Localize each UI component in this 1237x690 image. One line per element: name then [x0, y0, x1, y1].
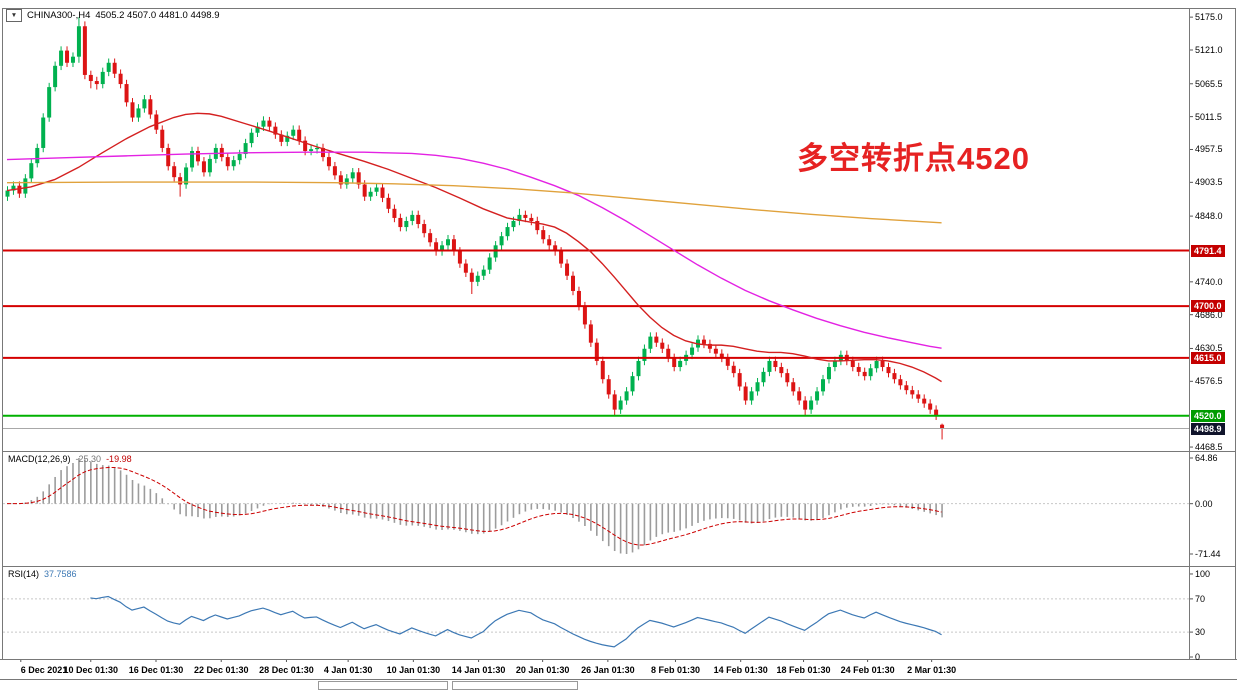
chart-dropdown-button[interactable]: ▼ — [6, 9, 22, 22]
chart-annotation: 多空转折点4520 — [797, 141, 1030, 176]
rsi-value: 37.7586 — [44, 569, 77, 579]
ma-slow-orange — [6, 181, 942, 224]
macd-name: MACD(12,26,9) — [8, 454, 71, 464]
time-scale[interactable] — [0, 660, 1189, 679]
rsi-label: RSI(14) 37.7586 — [8, 569, 77, 579]
ma-fast-red — [6, 112, 942, 383]
ma-mid-magenta — [6, 151, 942, 349]
macd-value: -25.30 — [75, 454, 102, 464]
bottom-panel-box-2[interactable] — [452, 681, 578, 690]
chevron-down-icon: ▼ — [10, 12, 18, 19]
ohlc-values: 4505.2 4507.0 4481.0 4498.9 — [95, 10, 220, 21]
rsi-name: RSI(14) — [8, 569, 40, 579]
symbol-name: CHINA300-,H4 — [27, 10, 91, 21]
macd-label: MACD(12,26,9) -25.30 -19.98 — [8, 454, 132, 464]
bottom-panel-box-1[interactable] — [318, 681, 448, 690]
price-scale[interactable] — [1190, 8, 1235, 659]
macd-signal-value: -19.98 — [106, 454, 132, 464]
symbol-header: ▼ CHINA300-,H4 4505.2 4507.0 4481.0 4498… — [6, 9, 220, 22]
